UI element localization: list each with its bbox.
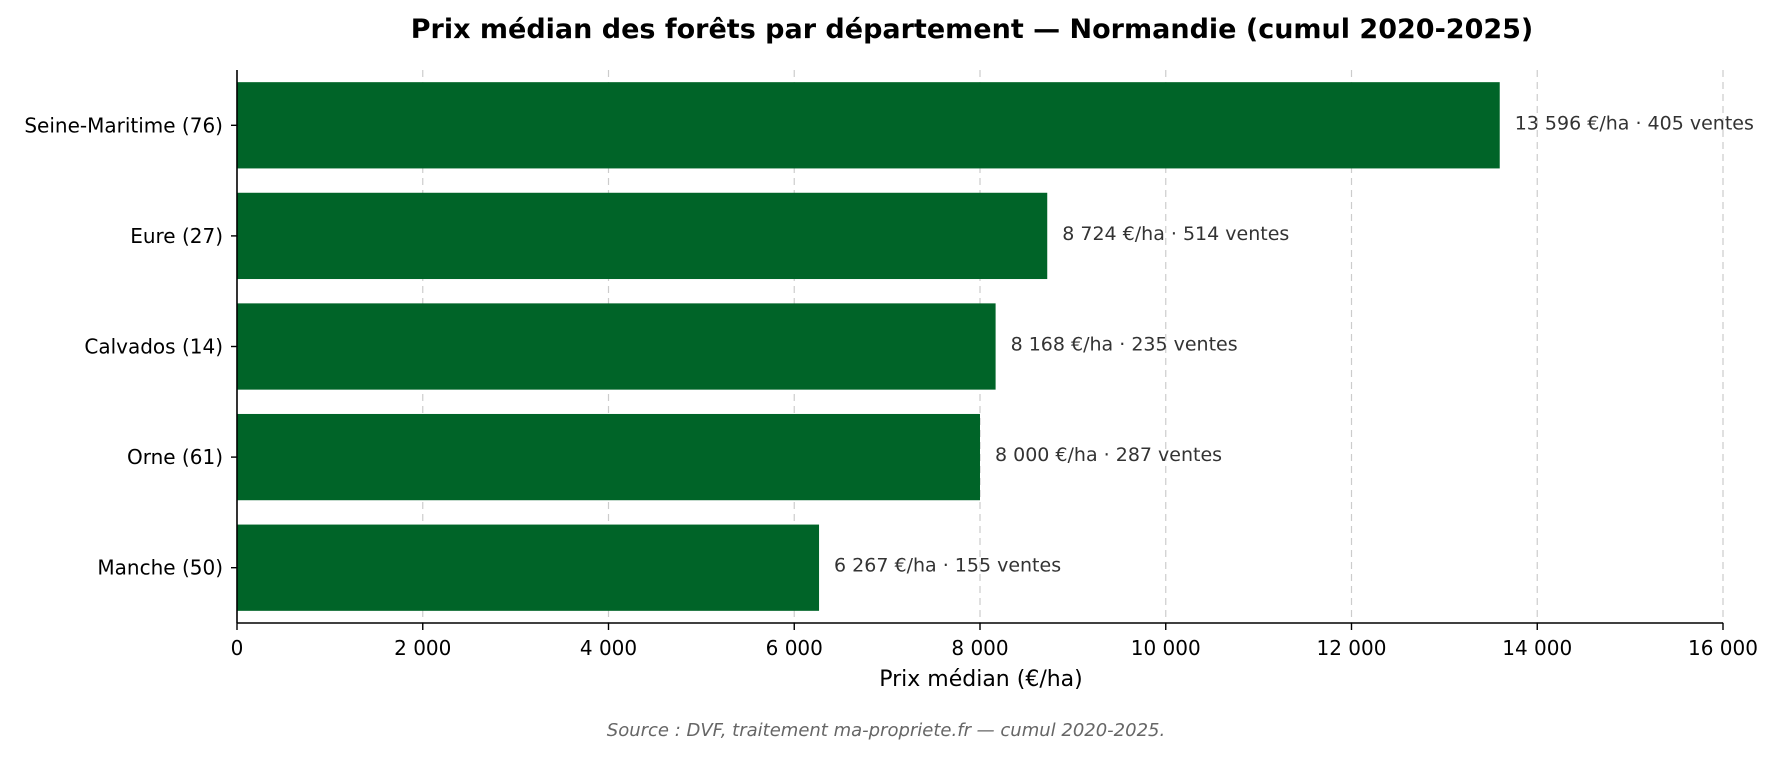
source-note: Source : DVF, traitement ma-propriete.fr… [607,720,1165,741]
x-tick-label: 4 000 [580,636,637,660]
x-tick-label: 14 000 [1502,636,1572,660]
chart-title: Prix médian des forêts par département —… [411,14,1534,45]
x-tick-label: 0 [231,636,244,660]
x-tick-label: 10 000 [1131,636,1201,660]
data-label: 13 596 €/ha · 405 ventes [1515,112,1754,134]
data-label: 8 000 €/ha · 287 ventes [995,444,1222,466]
data-label: 8 168 €/ha · 235 ventes [1011,334,1238,356]
category-label: Orne (61) [127,445,223,469]
bar [237,303,996,390]
axes: Seine-Maritime (76) Eure (27) Calvados (14… [24,70,1758,660]
category-label: Calvados (14) [84,335,223,359]
bar [237,192,1048,280]
data-label: 6 267 €/ha · 155 ventes [834,555,1061,577]
data-label: 8 724 €/ha · 514 ventes [1062,223,1289,245]
x-axis-title: Prix médian (€/ha) [879,667,1083,692]
category-label: Eure (27) [130,224,223,248]
bar [237,524,820,611]
category-label: Seine-Maritime (76) [24,113,223,137]
x-tick-label: 12 000 [1317,636,1387,660]
bars [237,82,1500,611]
bar [237,413,980,501]
x-tick-label: 8 000 [951,636,1008,660]
category-label: Manche (50) [97,556,223,580]
x-tick-label: 6 000 [766,636,823,660]
x-tick-label: 16 000 [1688,636,1758,660]
bar [237,82,1500,169]
data-labels: 13 596 €/ha · 405 ventes 8 724 €/ha · 514… [834,112,1754,576]
x-tick-label: 2 000 [394,636,451,660]
